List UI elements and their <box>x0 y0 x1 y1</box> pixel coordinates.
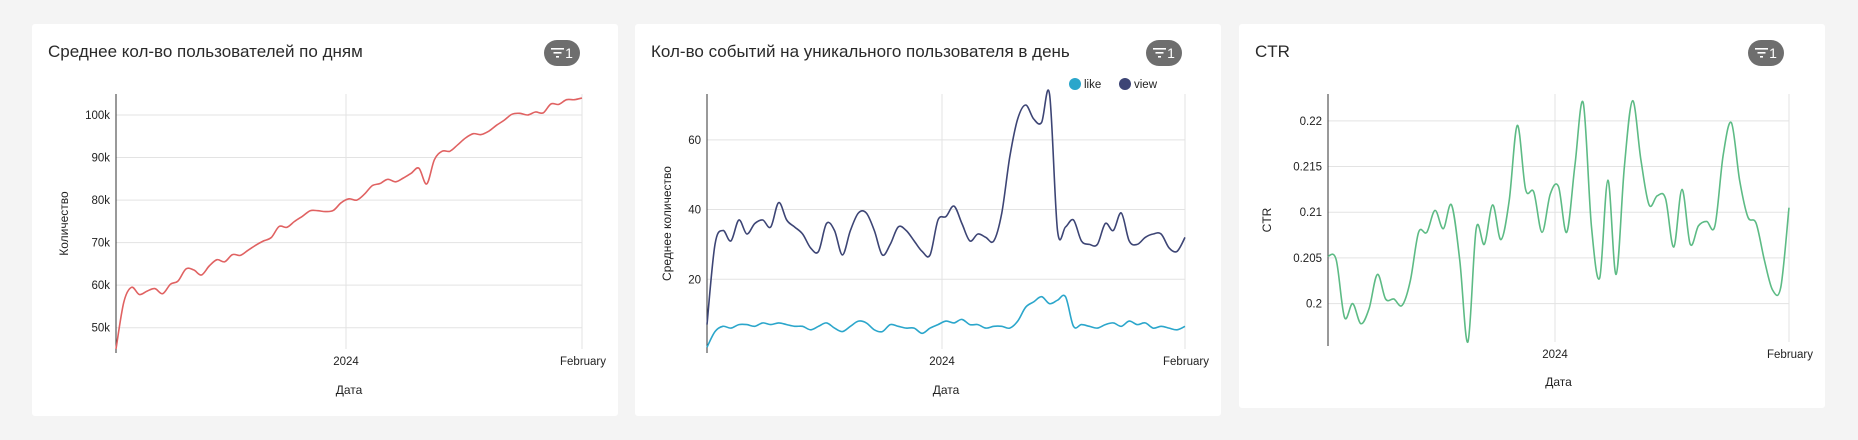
y-tick-label: 60 <box>688 135 701 147</box>
chart-card-avg-users: Среднее кол-во пользователей по дням 1 5… <box>32 24 618 416</box>
x-axis-title: Дата <box>336 383 363 397</box>
x-tick-label: February <box>1163 356 1209 368</box>
chart-title: Кол-во событий на уникального пользовате… <box>651 42 1070 61</box>
y-tick-label: 50k <box>91 323 110 335</box>
y-tick-label: 70k <box>91 238 110 250</box>
filter-badge[interactable]: 1 <box>1146 40 1182 66</box>
filter-count: 1 <box>1769 45 1777 61</box>
legend-marker <box>1119 78 1131 90</box>
y-tick-label: 20 <box>688 274 701 286</box>
ctr-line-chart: 0.2 0.205 0.21 0.215 0.22 2024 February Дата CTR <box>1260 94 1813 389</box>
legend-label: like <box>1084 79 1101 91</box>
y-tick-label: 60k <box>91 280 110 292</box>
y-tick-label: 0.2 <box>1306 299 1322 311</box>
chart-card-events-per-user: Кол-во событий на уникального пользовате… <box>635 24 1221 416</box>
y-axis-title: Среднее количество <box>660 166 674 281</box>
legend-marker <box>1069 78 1081 90</box>
y-tick-label: 0.22 <box>1300 116 1322 128</box>
users-line-chart: 50k 60k 70k 80k 90k 100k 2024 February Дата Колич… <box>57 94 606 397</box>
filter-count: 1 <box>565 45 573 61</box>
chart-title: CTR <box>1255 42 1290 61</box>
x-tick-label: 2024 <box>1542 349 1568 361</box>
x-axis-title: Дата <box>1545 375 1572 389</box>
x-axis-title: Дата <box>933 383 960 397</box>
y-tick-label: 0.215 <box>1293 162 1322 174</box>
series-line-like <box>706 294 1186 348</box>
x-tick-label: February <box>1767 349 1813 361</box>
chart-title: Среднее кол-во пользователей по дням <box>48 42 363 61</box>
series-line-view <box>706 89 1186 325</box>
events-line-chart: 20 40 60 2024 February Дата Среднее количество… <box>660 78 1209 397</box>
filter-icon <box>1153 48 1167 58</box>
series-line-users <box>115 97 583 350</box>
x-tick-label: 2024 <box>333 356 359 368</box>
legend-label: view <box>1134 79 1158 91</box>
y-axis-title: CTR <box>1260 207 1274 232</box>
filter-icon <box>1755 48 1769 58</box>
filter-count: 1 <box>1167 45 1175 61</box>
x-tick-label: 2024 <box>929 356 955 368</box>
y-tick-label: 0.21 <box>1300 207 1322 219</box>
filter-badge[interactable]: 1 <box>1748 40 1784 66</box>
x-tick-label: February <box>560 356 606 368</box>
y-tick-label: 90k <box>91 153 110 165</box>
y-tick-label: 80k <box>91 195 110 207</box>
filter-badge[interactable]: 1 <box>544 40 580 66</box>
y-tick-label: 40 <box>688 205 701 217</box>
filter-icon <box>551 48 565 58</box>
y-tick-label: 100k <box>85 110 110 122</box>
y-axis-title: Количество <box>57 191 71 256</box>
chart-card-ctr: CTR 1 0.2 0.205 0.21 0.215 0.22 2024 February Д… <box>1239 24 1825 408</box>
y-tick-label: 0.205 <box>1293 253 1322 265</box>
series-line-ctr <box>1327 99 1790 343</box>
